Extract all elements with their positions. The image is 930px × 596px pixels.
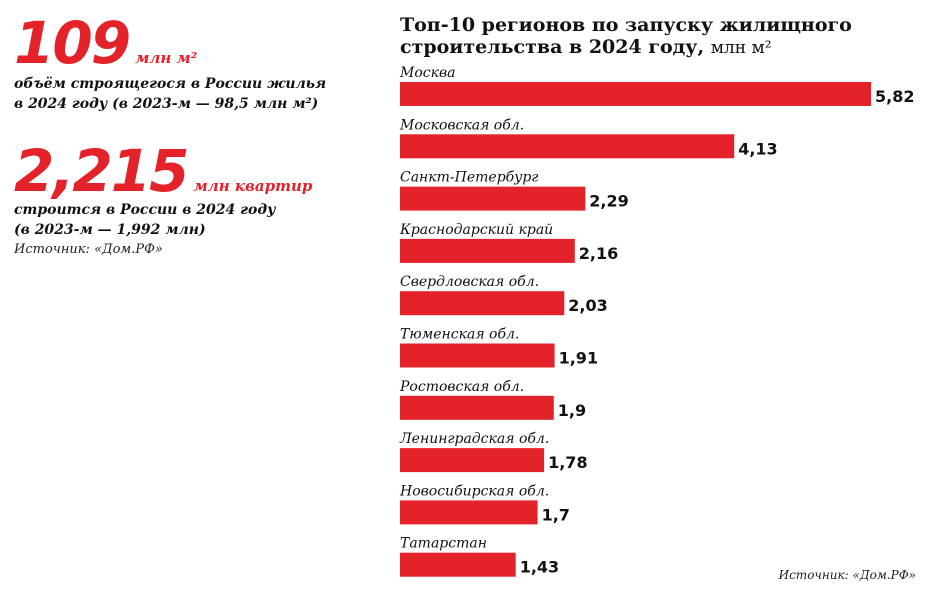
- stat-block-apartments: 2,215 млн квартир строится в России в 202…: [14, 142, 312, 257]
- category-label: Тюменская обл.: [400, 327, 519, 343]
- value-label: 2,03: [568, 296, 607, 315]
- value-label: 4,13: [738, 139, 777, 158]
- stat-unit: млн квартир: [193, 177, 313, 195]
- stat-unit: млн м²: [135, 49, 198, 67]
- stat-headline: 109 млн м²: [14, 14, 326, 72]
- category-label: Ростовская обл.: [399, 379, 524, 395]
- category-label: Краснодарский край: [399, 222, 553, 238]
- value-label: 1,7: [542, 505, 570, 524]
- category-label: Новосибирская обл.: [399, 483, 549, 499]
- category-label: Санкт-Петербург: [400, 170, 538, 186]
- value-label: 1,78: [548, 453, 587, 472]
- bar: [400, 343, 555, 368]
- bar: [400, 134, 735, 159]
- bar: [400, 395, 554, 420]
- category-label: Москва: [399, 65, 455, 81]
- chart-title-unit: млн м²: [710, 38, 772, 58]
- source-note-left: Источник: «Дом.РФ»: [14, 242, 163, 257]
- value-label: 1,91: [559, 349, 598, 368]
- stat-number: 2,215: [14, 137, 189, 205]
- bar: [400, 238, 575, 263]
- stat-headline: 2,215 млн квартир: [14, 142, 312, 200]
- bar: [400, 291, 565, 316]
- bar: [400, 552, 516, 577]
- stat-description: строится в России в 2024 году (в 2023-м …: [14, 200, 312, 240]
- stat-description-line: в 2024 году (в 2023-м — 98,5 млн м²): [14, 96, 319, 112]
- value-label: 2,16: [579, 244, 618, 263]
- chart-title-text: Топ-10 регионов по запуску жилищного стр…: [400, 14, 852, 58]
- stat-block-housing-volume: 109 млн м² объём строящегося в России жил…: [14, 14, 326, 114]
- bar: [400, 82, 871, 106]
- category-label: Свердловская обл.: [400, 274, 539, 290]
- bar: [400, 186, 586, 211]
- bar: [400, 500, 538, 525]
- stat-number: 109: [14, 9, 131, 77]
- stat-description-line: (в 2023-м — 1,992 млн): [14, 222, 206, 238]
- category-label: Московская обл.: [399, 117, 524, 133]
- category-label: Татарстан: [400, 536, 487, 552]
- category-label: Ленинградская обл.: [399, 431, 549, 447]
- value-label: 1,43: [520, 558, 559, 577]
- source-note-right: Источник: «Дом.РФ»: [778, 568, 916, 582]
- stat-description-line: строится в России в 2024 году: [14, 202, 276, 218]
- stat-description: объём строящегося в России жилья в 2024 …: [14, 74, 326, 114]
- bar: [400, 448, 545, 473]
- value-label: 1,9: [558, 401, 586, 420]
- stat-description-line: объём строящегося в России жилья: [14, 76, 327, 92]
- value-label: 5,82: [875, 87, 914, 106]
- value-label: 2,29: [589, 192, 628, 211]
- chart-title: Топ-10 регионов по запуску жилищного стр…: [400, 14, 920, 59]
